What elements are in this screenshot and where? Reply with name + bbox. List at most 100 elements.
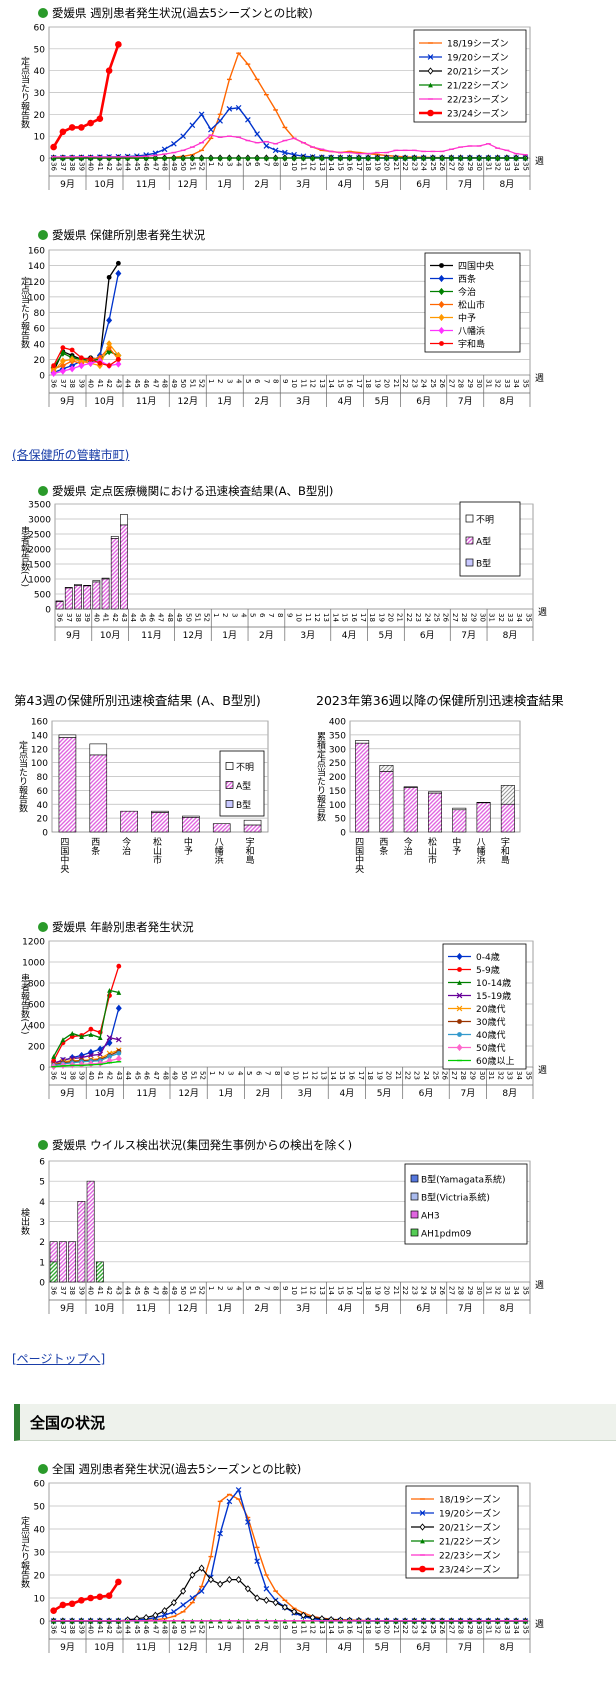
month-label: 4月: [339, 1088, 354, 1099]
x-tick-label: 34: [512, 1286, 520, 1295]
data-point: [162, 155, 168, 161]
data-point: [180, 133, 186, 139]
legend-label: 23/24シーズン: [439, 1564, 501, 1576]
x-tick-label: 23: [414, 613, 422, 622]
x-tick-label: 16: [350, 613, 358, 622]
x-tick-label: 17: [355, 162, 363, 171]
x-tick-label: 48: [161, 162, 169, 171]
x-tick-label: 9: [285, 613, 293, 617]
x-tick-label: 44: [124, 1071, 132, 1080]
legend-label: 22/23シーズン: [447, 94, 509, 106]
x-tick-label: 37: [65, 613, 73, 622]
x-tick-label: 29: [469, 613, 477, 622]
category-label: 宇和島: [244, 836, 255, 865]
y-axis-label: 定点当たり報告数: [19, 1515, 30, 1589]
bar-type-a: [379, 771, 394, 833]
plot-area: [54, 503, 534, 610]
x-tick-label: 29: [466, 379, 474, 388]
x-tick-label: 5: [244, 379, 252, 383]
data-point: [96, 1593, 104, 1601]
data-point: [115, 41, 122, 48]
x-tick-label: 42: [105, 1286, 113, 1295]
month-label: 6月: [419, 1088, 434, 1099]
x-tick-label: 30: [478, 1071, 486, 1080]
data-point: [59, 357, 66, 365]
bullet-icon: [38, 1140, 48, 1150]
x-tick-label: 28: [457, 1286, 465, 1295]
data-point: [143, 155, 149, 161]
legend-label: A型: [476, 537, 491, 548]
x-tick-label: 37: [59, 1071, 67, 1080]
y-tick-label: 200: [28, 1043, 45, 1053]
data-point: [106, 363, 112, 369]
category-label: 四国中央: [58, 837, 69, 874]
bullet-icon: [38, 1464, 48, 1474]
health-center-area-link[interactable]: (各保健所の管轄市町): [12, 448, 130, 462]
bar-ah3: [77, 1201, 86, 1283]
x-tick-label: 9: [281, 1286, 289, 1290]
month-label: 2月: [254, 179, 269, 190]
x-tick-label: 48: [161, 1071, 169, 1080]
legend-label: 23/24シーズン: [447, 108, 509, 120]
data-point: [60, 155, 66, 161]
x-tick-label: 52: [198, 1286, 206, 1295]
data-point: [217, 118, 223, 124]
data-point: [467, 155, 473, 161]
bar-type-a: [58, 737, 77, 833]
data-point: [439, 155, 445, 161]
legend-label: 不明: [476, 515, 494, 526]
bar-unknown: [500, 785, 515, 805]
x-tick-label: 51: [188, 1625, 196, 1634]
data-point: [217, 155, 223, 161]
month-label: 9月: [60, 1303, 75, 1314]
x-tick-label: 6: [253, 379, 261, 384]
data-point: [88, 1032, 94, 1037]
category-label: 松山市: [426, 836, 437, 865]
month-label: 5月: [375, 1303, 390, 1314]
x-tick-label: 13: [318, 162, 326, 171]
x-tick-label: 17: [355, 1286, 363, 1295]
x-tick-label: 22: [405, 613, 413, 622]
data-point: [116, 1050, 122, 1056]
legend-label: 10-14歳: [476, 977, 511, 989]
data-point: [254, 131, 260, 137]
legend-label: AH1pdm09: [421, 1230, 472, 1240]
x-tick-label: 46: [142, 1625, 150, 1634]
data-point: [254, 155, 260, 161]
bar-unknown: [58, 734, 77, 738]
chart4-title: 第43週の保健所別迅速検査結果 (A、B型別): [14, 693, 261, 708]
x-tick-label: 47: [152, 1071, 160, 1080]
y-axis-label: 検出数: [19, 1207, 30, 1236]
y-tick-label: 140: [28, 262, 45, 272]
data-point: [180, 155, 186, 161]
month-label: 12月: [183, 630, 203, 641]
x-tick-label: 22: [401, 1625, 409, 1634]
month-label: 7月: [461, 630, 476, 641]
x-tick-label: 1: [207, 379, 215, 383]
chart7-title-text: 愛媛県 ウイルス検出状況(集団発生事例からの検出を除く): [52, 1138, 353, 1152]
data-point: [50, 369, 57, 378]
data-point: [69, 155, 75, 161]
bullet-icon: [38, 486, 48, 496]
data-point: [69, 347, 75, 353]
x-tick-label: 17: [359, 613, 367, 622]
data-point: [420, 1538, 425, 1544]
y-tick-label: 100: [329, 801, 346, 811]
bar-type-a: [151, 812, 169, 833]
x-tick-label: 35: [521, 1286, 529, 1295]
x-tick-label: 39: [77, 1625, 85, 1634]
bar-ah1pdm09: [95, 1261, 104, 1283]
data-point: [97, 360, 103, 366]
x-tick-label: 21: [392, 1625, 400, 1634]
x-tick-label: 47: [151, 1286, 159, 1295]
y-tick-label: 20: [37, 815, 49, 825]
data-point: [97, 155, 103, 161]
x-tick-label: 15: [336, 1286, 344, 1295]
legend-swatch: [410, 1228, 419, 1237]
page-top-link[interactable]: [ページトップへ]: [12, 1352, 106, 1366]
x-tick-label: 11: [299, 162, 307, 171]
data-point: [365, 155, 371, 161]
data-point: [419, 1510, 426, 1516]
